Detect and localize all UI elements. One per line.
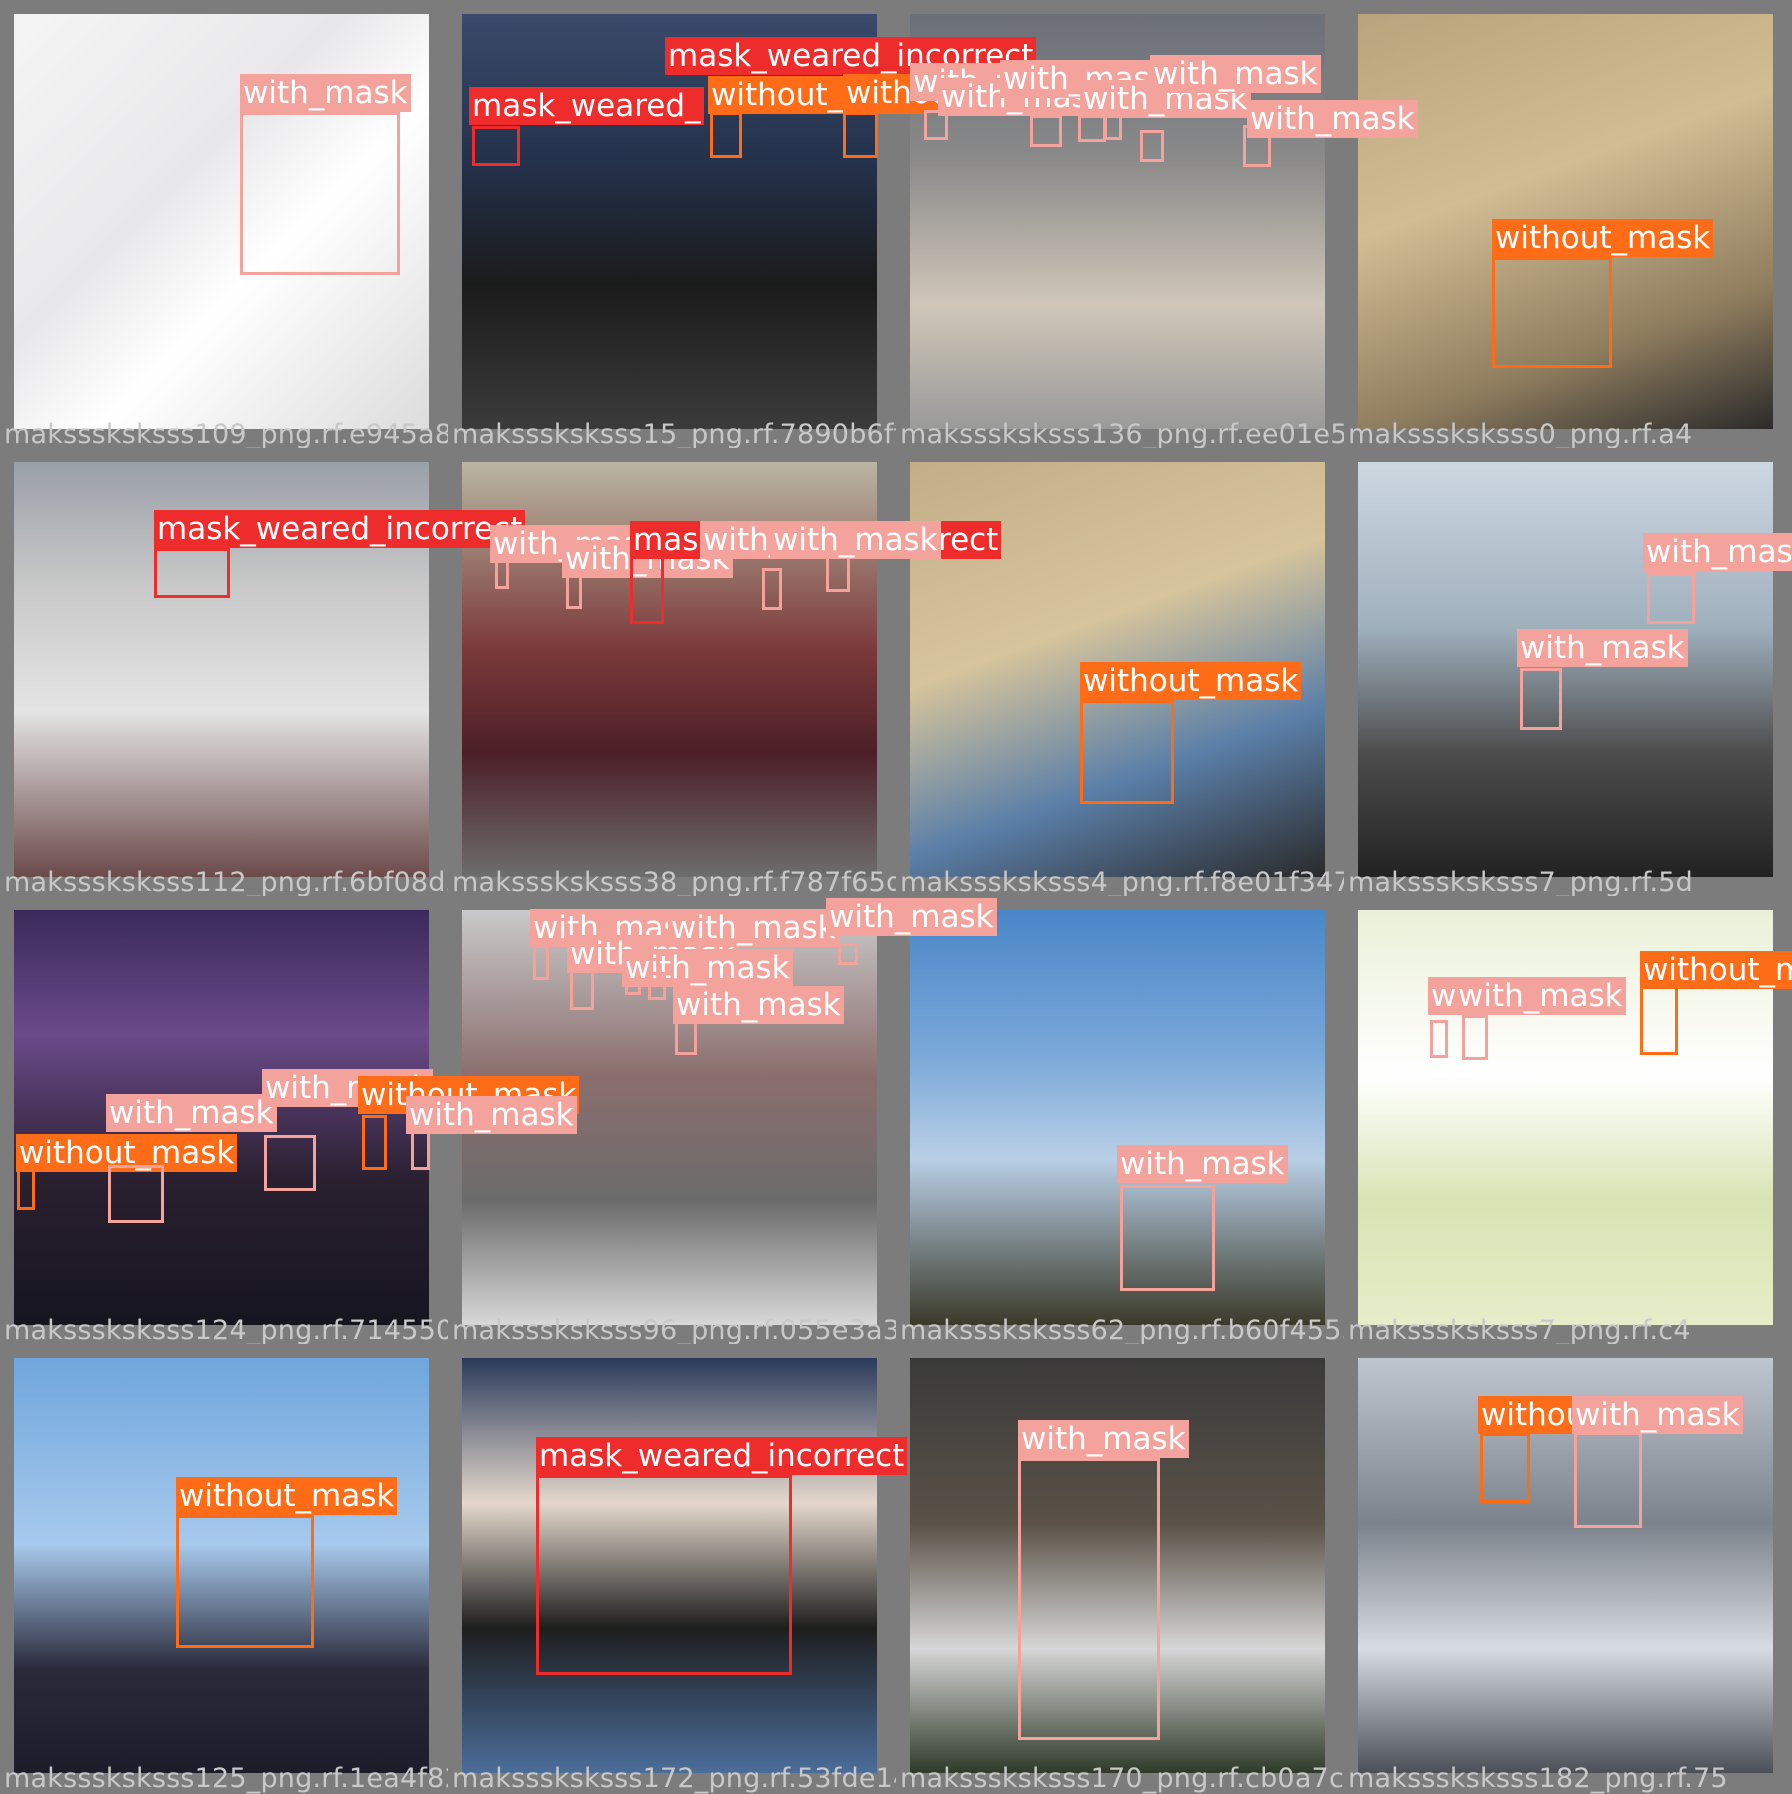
bbox-with-mask <box>1140 130 1164 162</box>
bbox-with-mask <box>533 945 549 980</box>
bbox-with-mask <box>1430 1020 1448 1058</box>
bbox-without-mask <box>843 112 878 158</box>
image-tile: maksssksksss124_png.rf.7145501382a307c <box>0 896 607 1346</box>
bbox-label: mask_weared_incorrect <box>536 1437 908 1475</box>
photo-man-glasses-black-mask <box>462 1358 877 1773</box>
bbox-with-mask <box>1018 1458 1160 1740</box>
bbox-without-mask <box>1492 257 1612 368</box>
bbox-without-mask <box>362 1115 387 1170</box>
bbox-label: with_mask <box>622 949 793 987</box>
bbox-with-mask <box>1462 1015 1488 1060</box>
bbox-label: with_mask <box>1117 1145 1288 1183</box>
bbox-with-mask <box>570 970 594 1010</box>
bbox-label: with_mask <box>1150 55 1321 93</box>
bbox-with-mask <box>240 112 400 275</box>
bbox-label: with_mask <box>406 1096 577 1134</box>
photo-man-sky-selfie <box>14 1358 429 1773</box>
bbox-with-mask <box>1520 668 1562 730</box>
bbox-label: without_mask <box>176 1477 398 1515</box>
bbox-without-mask <box>1480 1433 1530 1503</box>
bbox-mask-weared-incorrect <box>536 1475 792 1675</box>
bbox-label: without_mask <box>1080 662 1302 700</box>
bbox-with-mask <box>826 556 850 592</box>
bbox-label: with_mask <box>673 986 844 1024</box>
bbox-with-mask <box>924 110 948 140</box>
image-tile: maksssksksss7_png.rf.5d <box>1344 448 1792 898</box>
bbox-label: with_mask <box>1572 1396 1743 1434</box>
image-tile: maksssksksss182_png.rf.75 <box>1344 1344 1792 1794</box>
bbox-with-mask <box>264 1135 316 1191</box>
bbox-label: with_mask <box>1018 1420 1189 1458</box>
bbox-label: withou <box>1478 1396 1589 1434</box>
image-filename: maksssksksss182_png.rf.75 <box>1348 1763 1728 1794</box>
bbox-with-mask <box>648 972 666 1000</box>
bbox-label: with_mask <box>1517 629 1688 667</box>
bbox-label: with_mask <box>106 1094 277 1132</box>
bbox-mask-weared-incorrect <box>154 548 230 598</box>
image-filename: maksssksksss7_png.rf.c4 <box>1348 1315 1691 1346</box>
bbox-with-mask <box>1030 115 1062 147</box>
bbox-label: with_mask <box>1643 533 1792 571</box>
bbox-with-mask <box>1647 572 1695 624</box>
bbox-with-mask <box>675 1020 697 1055</box>
bbox-label: with_mask <box>770 521 941 559</box>
image-tile: maksssksksss172_png.rf.53fde1406a57e6f7 <box>448 1344 1058 1794</box>
bbox-label: mask_weared_ <box>469 87 704 125</box>
bbox-without-mask <box>1640 985 1678 1055</box>
bbox-label: mask_weared_incorrect <box>154 510 526 548</box>
bbox-label: with_mask <box>826 898 997 936</box>
bbox-label: with_mask <box>1247 100 1418 138</box>
bbox-with-mask <box>762 568 782 610</box>
bbox-without-mask <box>176 1515 314 1648</box>
photo-man-blue-mask-sky <box>910 910 1325 1325</box>
bbox-with-mask <box>1120 1185 1215 1291</box>
bbox-with-mask <box>1574 1432 1642 1528</box>
bbox-label: with_mask <box>240 74 411 112</box>
photo-street-couple <box>1358 462 1773 877</box>
bbox-with-mask <box>838 943 858 965</box>
image-filename: maksssksksss0_png.rf.a4 <box>1348 419 1693 450</box>
bbox-label: without_mask <box>1492 219 1714 257</box>
bbox-without-mask <box>1080 700 1174 804</box>
bbox-label: without_m <box>1640 951 1792 989</box>
bbox-with-mask <box>108 1165 164 1223</box>
bbox-label: with_mask <box>1455 977 1626 1015</box>
bbox-without-mask <box>710 112 742 158</box>
bbox-label: with_mask <box>668 909 839 947</box>
bbox-mask-weared-incorrect <box>472 126 520 166</box>
image-tile: maksssksksss125_png.rf.1ea4f82ce1b0191d <box>0 1344 615 1794</box>
image-filename: maksssksksss7_png.rf.5d <box>1348 867 1694 898</box>
bbox-with-mask <box>411 1128 430 1170</box>
